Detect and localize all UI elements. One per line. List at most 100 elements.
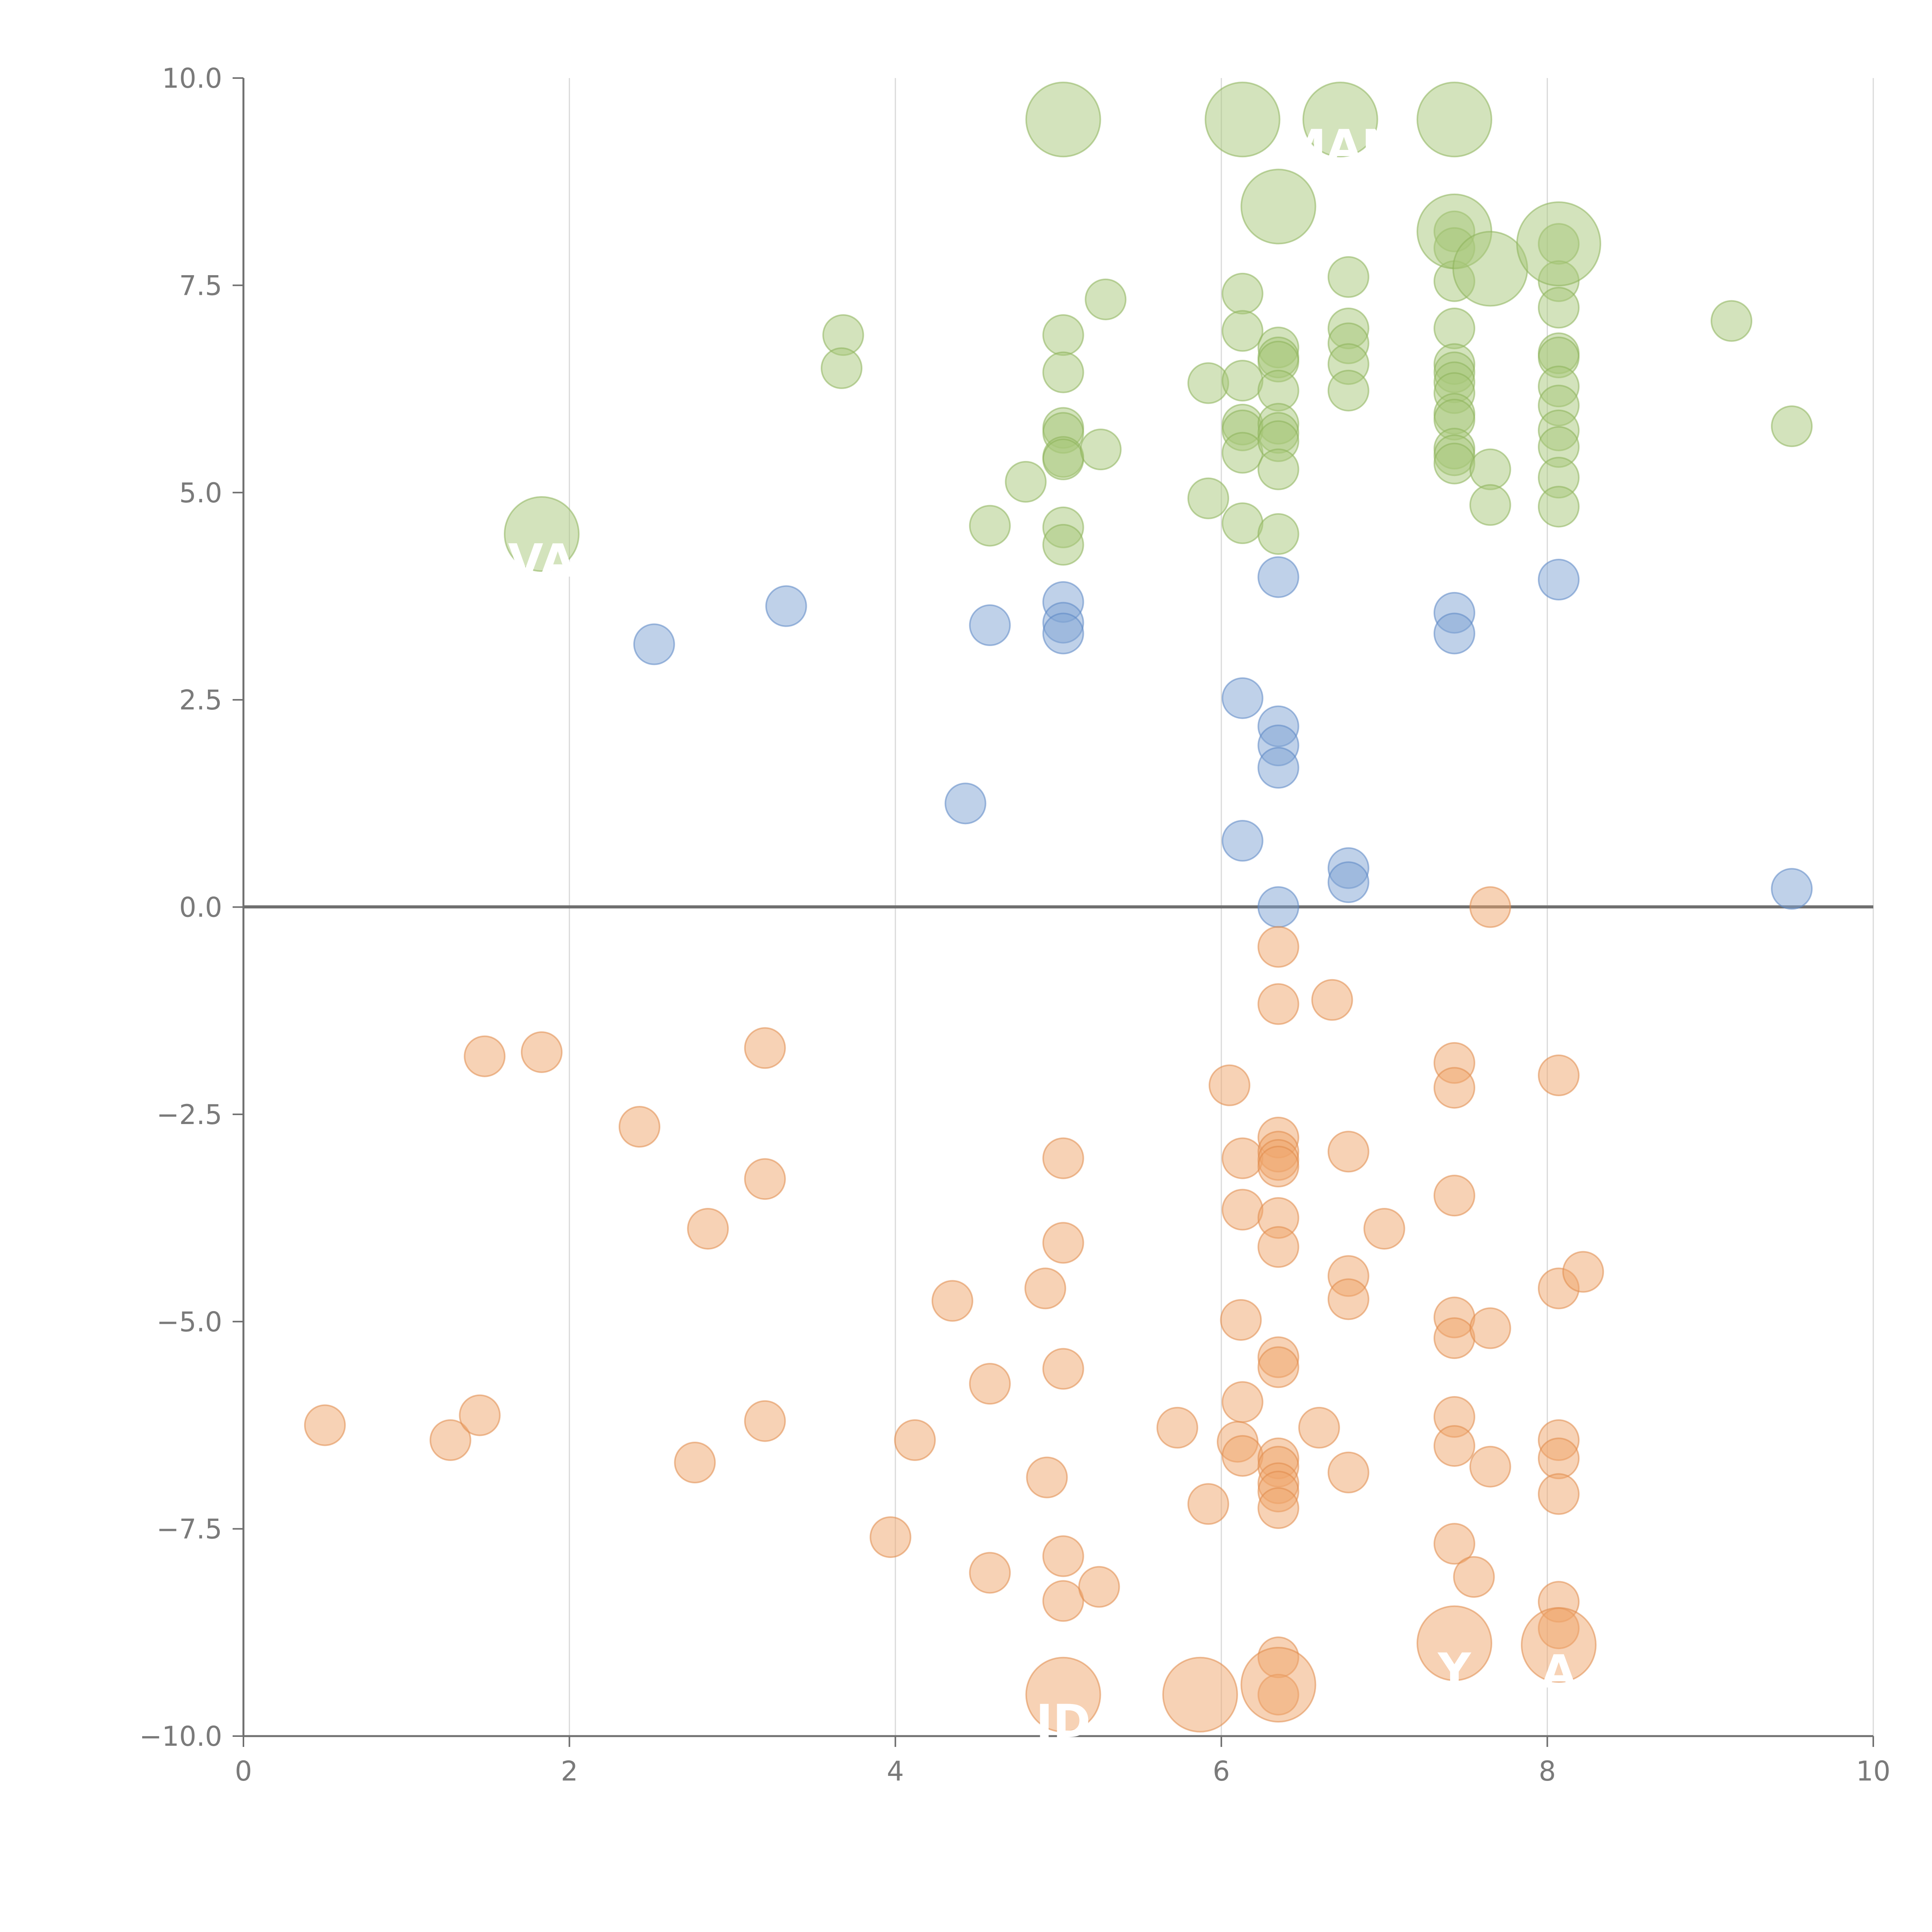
orange-point [520, 1031, 563, 1073]
green-point [1042, 524, 1084, 566]
blue-point [765, 585, 807, 627]
green-point [1257, 513, 1299, 555]
green-point [969, 505, 1011, 547]
green-point [1433, 442, 1475, 485]
x-tick-label: 0 [235, 1755, 252, 1787]
green-point [1327, 369, 1369, 412]
bubble-annotation: Y [1437, 1643, 1471, 1697]
data-points [304, 82, 1813, 1733]
x-tick-label: 4 [887, 1755, 904, 1787]
green-point [1080, 429, 1122, 471]
orange-point [1327, 1451, 1369, 1493]
orange-point [1433, 1067, 1475, 1109]
orange-point [1327, 1278, 1369, 1320]
blue-point [944, 782, 986, 825]
orange-point [869, 1516, 912, 1558]
orange-point [429, 1419, 471, 1461]
green-point [1025, 82, 1101, 158]
green-point [1042, 314, 1084, 356]
blue-point [1771, 868, 1813, 910]
green-point [1711, 300, 1753, 342]
green-point [1221, 432, 1264, 474]
blue-point [1537, 559, 1580, 601]
orange-point [1257, 1146, 1299, 1188]
orange-point [1221, 1137, 1264, 1179]
orange-point [1257, 1226, 1299, 1268]
x-tick-label: 8 [1539, 1755, 1556, 1787]
y-tick-label: 2.5 [179, 684, 222, 716]
x-tick-label: 2 [561, 1755, 578, 1787]
bubble-annotation: A [1541, 1645, 1576, 1698]
orange-point [464, 1035, 506, 1077]
y-tick-label: 7.5 [179, 270, 222, 301]
green-point [1302, 82, 1378, 158]
y-tick-label: −5.0 [156, 1306, 222, 1338]
orange-point [1221, 1435, 1264, 1477]
orange-point [618, 1106, 660, 1148]
green-point [1221, 360, 1264, 402]
orange-point [1024, 1267, 1066, 1310]
orange-point [969, 1552, 1011, 1594]
orange-point [1042, 1348, 1084, 1390]
blue-point [1257, 747, 1299, 789]
orange-point [1221, 1381, 1264, 1423]
green-point [1537, 486, 1580, 528]
orange-point [1433, 1317, 1475, 1359]
blue-point [1042, 612, 1084, 655]
orange-point [674, 1441, 716, 1483]
orange-point [1257, 983, 1299, 1025]
orange-point [1453, 1556, 1495, 1598]
orange-point [1208, 1064, 1250, 1106]
green-point [1042, 438, 1084, 480]
orange-point [459, 1394, 501, 1436]
tick-labels: 0 2 4 6 8 10 10.0 7.5 5.0 2.5 0.0 −2.5 −5.0 −7.5 −10.0 [139, 63, 1890, 1787]
blue-point [969, 604, 1011, 646]
orange-point [894, 1419, 936, 1461]
orange-point [1162, 1656, 1238, 1733]
orange-point [1433, 1175, 1475, 1217]
orange-point [744, 1400, 786, 1442]
orange-point [1363, 1208, 1405, 1250]
orange-point [1221, 1189, 1264, 1231]
blue-point [1221, 677, 1264, 719]
orange-point [1537, 1054, 1580, 1097]
blue-point [1433, 612, 1475, 655]
orange-point [1298, 1406, 1340, 1449]
green-point [1221, 502, 1264, 544]
orange-point [1026, 1456, 1068, 1498]
orange-point [1220, 1299, 1262, 1341]
orange-point [1469, 1307, 1511, 1349]
orange-point [969, 1363, 1011, 1405]
orange-point [1042, 1580, 1084, 1622]
blue-point [1257, 556, 1299, 598]
orange-point [744, 1158, 786, 1200]
orange-point [1240, 1646, 1316, 1723]
green-point [1221, 272, 1264, 315]
y-tick-label: 10.0 [162, 63, 222, 94]
orange-point [1042, 1535, 1084, 1577]
green-point [1771, 405, 1813, 447]
orange-point [304, 1404, 346, 1446]
orange-point [687, 1208, 729, 1250]
y-tick-label: −10.0 [139, 1721, 222, 1752]
orange-point [1537, 1437, 1580, 1480]
green-point [1516, 201, 1601, 287]
orange-point [1469, 886, 1511, 928]
orange-point [744, 1027, 786, 1069]
orange-point [1562, 1251, 1604, 1293]
orange-point [1078, 1566, 1120, 1608]
green-point [1469, 448, 1511, 490]
green-point [821, 347, 863, 389]
y-tick-label: 5.0 [179, 477, 222, 509]
y-tick-label: 0.0 [179, 892, 222, 923]
blue-point [633, 623, 675, 665]
green-point [1416, 82, 1492, 158]
green-point [1240, 168, 1316, 245]
orange-point [1416, 1605, 1492, 1681]
green-point [1537, 287, 1580, 329]
orange-point [1327, 1131, 1369, 1173]
green-point [1005, 461, 1047, 503]
blue-point [1327, 861, 1369, 903]
orange-point [1311, 979, 1353, 1021]
green-point [1433, 307, 1475, 349]
